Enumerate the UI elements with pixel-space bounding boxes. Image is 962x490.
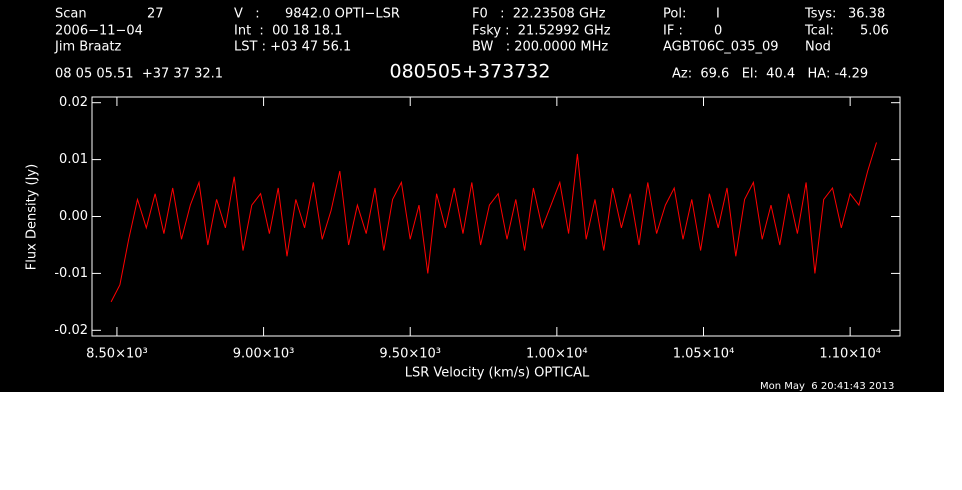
header-text: 36.38 — [848, 7, 885, 22]
header-text: 5.06 — [860, 24, 889, 39]
header-text: 0 — [714, 24, 722, 39]
y-tick-label: 0.01 — [59, 152, 88, 167]
header-text: Fsky : 21.52992 GHz — [472, 24, 611, 39]
header-text: Scan — [55, 7, 87, 22]
header-text: Az: 69.6 El: 40.4 HA: -4.29 — [672, 67, 868, 82]
header-text: IF : — [663, 24, 683, 39]
plot-background — [0, 0, 944, 392]
x-tick-label: 1.05×10⁴ — [673, 347, 735, 362]
header-text: BW : 200.0000 MHz — [472, 40, 608, 55]
header-text: V : — [234, 7, 260, 22]
header-text: 27 — [147, 7, 164, 22]
header-text: 9842.0 OPTI−LSR — [285, 7, 400, 22]
header-text: Pol: — [663, 7, 686, 22]
chart-title: 080505+373732 — [390, 61, 551, 83]
header-text: LST : +03 47 56.1 — [234, 40, 351, 55]
timestamp: Mon May 6 20:41:43 2013 — [760, 381, 894, 392]
x-tick-label: 9.50×10³ — [379, 347, 441, 362]
header-text: Nod — [805, 40, 831, 55]
spectrum-line — [110, 142, 877, 303]
header-text: Jim Braatz — [54, 40, 122, 55]
header-text: AGBT06C_035_09 — [663, 40, 779, 55]
x-tick-label: 1.00×10⁴ — [526, 347, 588, 362]
header-text: Tcal: — [804, 24, 834, 39]
y-tick-label: 0.00 — [59, 209, 88, 224]
y-tick-label: -0.01 — [54, 266, 88, 281]
header-text: I — [716, 7, 720, 22]
header-text: Int : 00 18 18.1 — [234, 24, 342, 39]
x-tick-label: 9.00×10³ — [233, 347, 295, 362]
header-text: 2006−11−04 — [55, 24, 143, 39]
x-tick-label: 8.50×10³ — [86, 347, 148, 362]
y-tick-label: -0.02 — [54, 323, 88, 338]
x-tick-label: 1.10×10⁴ — [819, 347, 881, 362]
header-text: F0 : 22.23508 GHz — [472, 7, 606, 22]
x-axis-label: LSR Velocity (km/s) OPTICAL — [405, 366, 590, 381]
y-tick-label: 0.02 — [59, 95, 88, 110]
header-text: 08 05 05.51 +37 37 32.1 — [55, 67, 223, 82]
y-axis-label: Flux Density (Jy) — [25, 164, 40, 270]
header-text: Tsys: — [804, 7, 836, 22]
